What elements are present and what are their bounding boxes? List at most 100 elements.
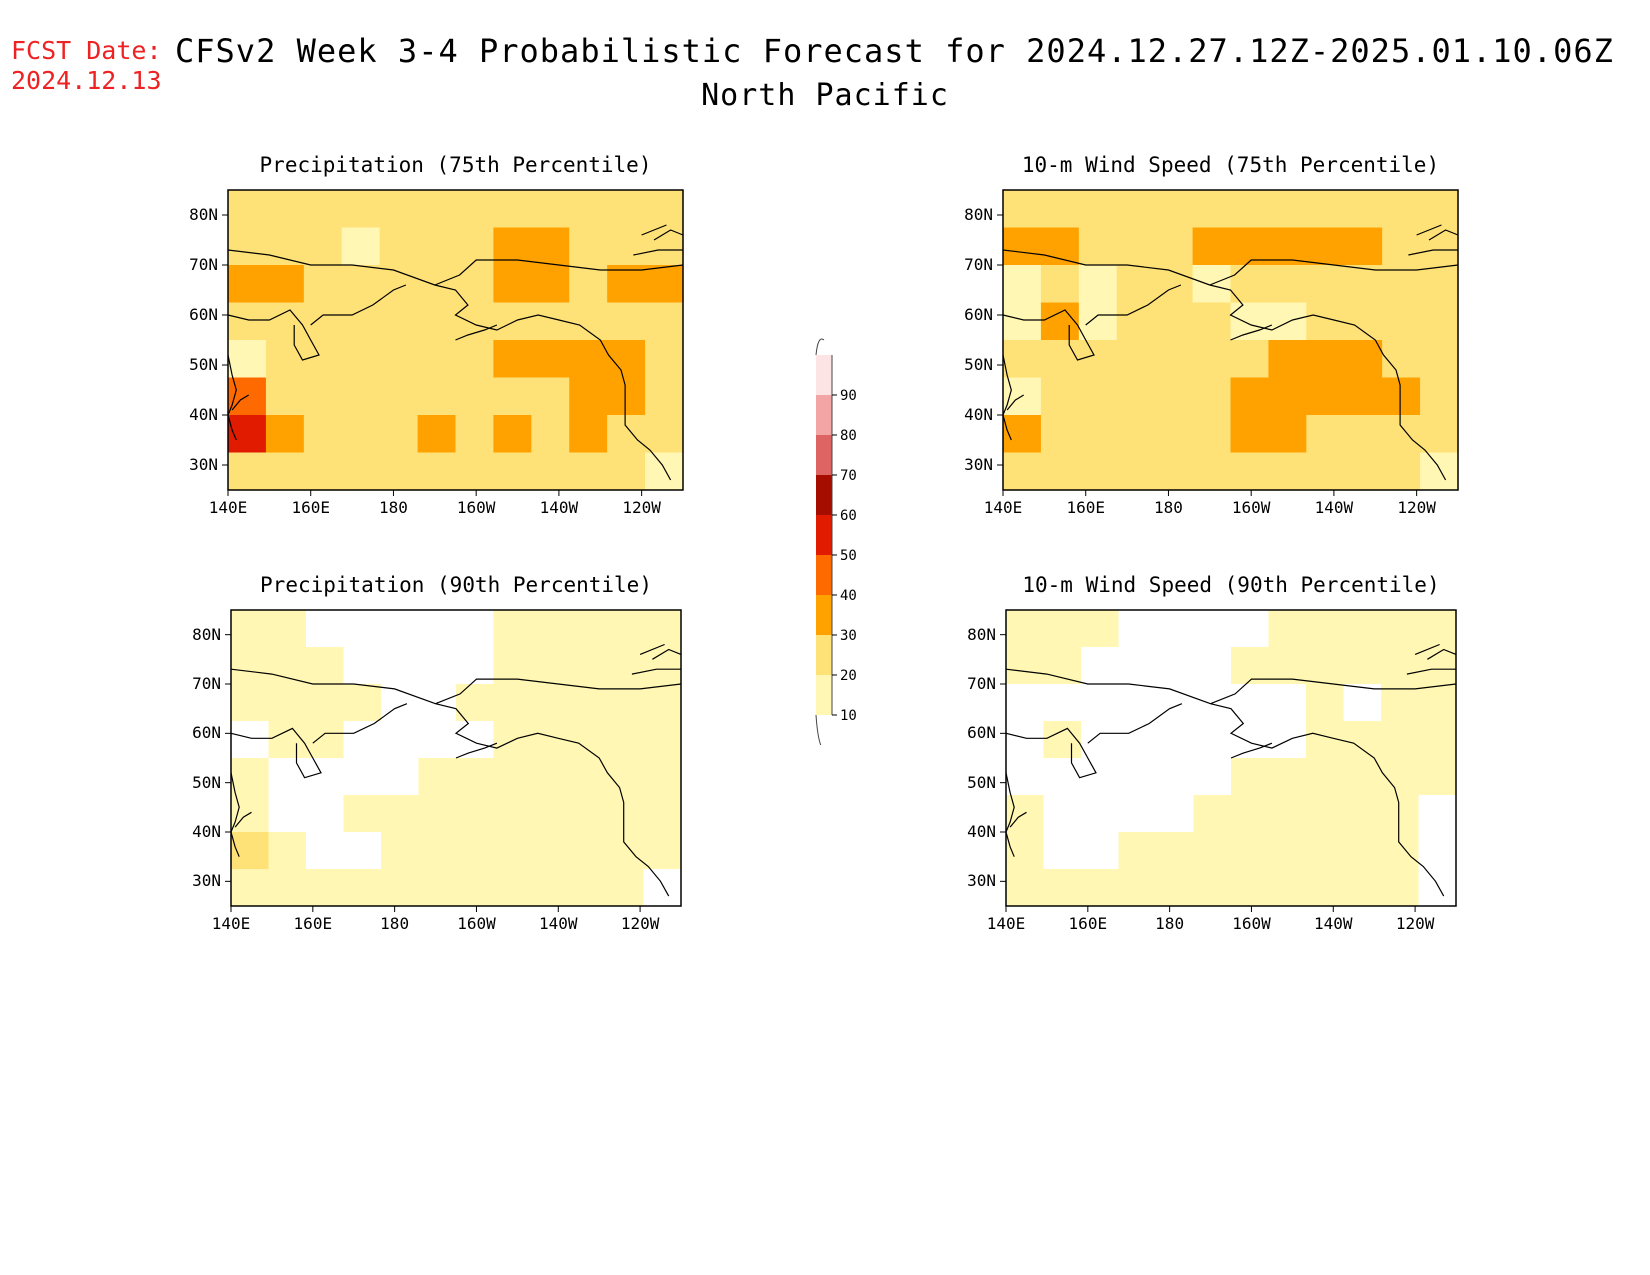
colorbar-segment [816, 475, 832, 515]
map-cell [1306, 265, 1345, 304]
map-cell [1154, 302, 1194, 341]
map-cell [569, 302, 608, 341]
coastline [1002, 249, 1447, 481]
map-cell [1268, 415, 1307, 454]
map-cell [1344, 190, 1383, 229]
map-cell [303, 377, 343, 416]
map-cell [418, 758, 457, 796]
map-cell [265, 227, 305, 266]
map-cell [1006, 721, 1045, 759]
map-cell [1156, 795, 1195, 833]
map-cell [228, 265, 267, 304]
map-cell [1192, 415, 1232, 454]
map-cell [1418, 721, 1457, 759]
map-cell [1078, 377, 1118, 416]
map-cell [343, 869, 382, 907]
map-cell [1381, 869, 1420, 907]
colorbar-segment [816, 435, 832, 475]
map-cell [1003, 227, 1042, 266]
map-cell [1381, 795, 1420, 833]
map-cell [1344, 265, 1383, 304]
map-cell [568, 647, 607, 685]
coastline [1002, 309, 1095, 361]
map-cell [1306, 647, 1345, 685]
map-cell [381, 684, 420, 722]
map-cell [1381, 610, 1420, 648]
map-cell [1118, 832, 1157, 870]
map-cell [231, 647, 270, 685]
lon-label: 140W [539, 914, 578, 933]
map-cell [1231, 795, 1270, 833]
coastline [1005, 727, 1097, 779]
page-title: CFSv2 Week 3-4 Probabilistic Forecast fo… [175, 32, 1614, 70]
map-cell [381, 869, 420, 907]
map-cell [343, 684, 382, 722]
map-cell [531, 452, 570, 491]
lat-label: 30N [967, 871, 996, 891]
map-cell [1306, 227, 1345, 266]
map-cell [456, 869, 495, 907]
map-cell [1268, 377, 1307, 416]
map-cell [645, 190, 684, 229]
map-cell [418, 721, 457, 759]
map-cell [1043, 795, 1082, 833]
map-cell [1231, 610, 1270, 648]
coastline [1006, 394, 1025, 411]
map-cell [531, 795, 570, 833]
map-cell [1193, 721, 1232, 759]
map-cell [1081, 647, 1120, 685]
map-cell [1381, 647, 1420, 685]
map-cell [606, 610, 645, 648]
map-cell [607, 190, 646, 229]
map-cell [1268, 721, 1307, 759]
map-cell [493, 869, 532, 907]
map-cell [531, 340, 570, 379]
map-cell [1116, 227, 1156, 266]
map-cell [1078, 265, 1118, 304]
map-cell [343, 758, 382, 796]
coastline [1209, 259, 1459, 286]
lat-label: 50N [189, 355, 218, 374]
map-cell [1193, 795, 1232, 833]
map-cell [1078, 415, 1118, 454]
coastline [1416, 224, 1442, 236]
map-cell [1343, 721, 1382, 759]
lat-label: 50N [192, 772, 221, 792]
coastline [639, 643, 665, 655]
map-cell [1116, 265, 1156, 304]
map-cell [303, 340, 343, 379]
map-cell [643, 721, 682, 759]
map-cell [1343, 795, 1382, 833]
map-cell [493, 452, 532, 491]
lat-label: 30N [964, 455, 993, 474]
coastline [1002, 354, 1012, 441]
lat-label: 60N [967, 723, 996, 743]
map-cell [493, 832, 532, 870]
lon-label: 140E [211, 914, 251, 933]
map-cell [1306, 684, 1345, 722]
map-cell [341, 302, 381, 341]
map-cell [1081, 795, 1120, 833]
lon-label: 160W [456, 498, 496, 517]
map-cell [418, 647, 457, 685]
map-cell [1118, 721, 1157, 759]
map-cell [1382, 340, 1421, 379]
map-cell [1230, 377, 1270, 416]
lat-label: 30N [189, 455, 218, 474]
map-cell [455, 265, 495, 304]
map-cell [1420, 377, 1459, 416]
map-cell [607, 227, 646, 266]
map-cell [1043, 721, 1082, 759]
map-cell [341, 452, 381, 491]
map-cell [1230, 340, 1270, 379]
map-cell [606, 832, 645, 870]
map-cell [1231, 721, 1270, 759]
map-cell [265, 265, 305, 304]
map-cell [607, 415, 646, 454]
map-cell [1268, 227, 1307, 266]
map-cell [493, 265, 532, 304]
colorbar-segment [816, 595, 832, 635]
coastline [1414, 643, 1440, 655]
map-cell [1118, 869, 1157, 907]
map-cell [417, 452, 457, 491]
